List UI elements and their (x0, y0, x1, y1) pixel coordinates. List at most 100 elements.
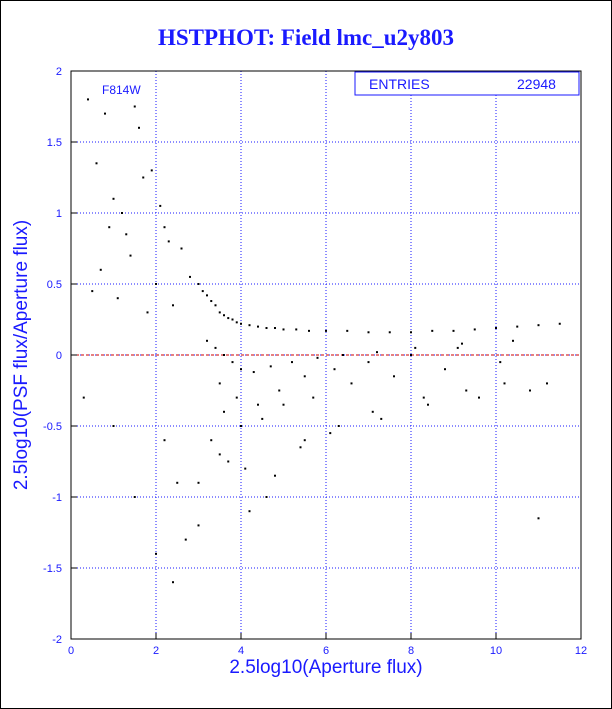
data-point (431, 329, 434, 332)
data-point (291, 361, 293, 364)
data-point (87, 98, 89, 101)
data-point (512, 339, 514, 342)
y-tick-label: 2 (56, 66, 62, 78)
data-point (342, 354, 344, 356)
data-point (274, 474, 276, 477)
y-tick-label: 0.5 (47, 279, 62, 291)
data-point (261, 417, 264, 420)
data-point (299, 446, 302, 449)
data-point (218, 453, 221, 456)
data-point (82, 396, 85, 399)
data-point (172, 304, 174, 307)
data-point (388, 331, 391, 334)
data-point (282, 328, 285, 331)
data-point (444, 368, 446, 371)
data-point (214, 304, 217, 307)
data-point (252, 371, 255, 374)
data-point (325, 329, 327, 332)
data-point (240, 368, 242, 371)
data-point (163, 439, 166, 442)
data-point (499, 361, 502, 364)
data-point (380, 417, 383, 420)
y-tick-label: -0.5 (43, 421, 62, 433)
data-point (172, 581, 174, 584)
data-point (303, 375, 306, 378)
data-point (329, 432, 332, 435)
data-point (189, 275, 191, 278)
stats-entries-value: 22948 (517, 76, 556, 92)
data-point (516, 325, 519, 328)
data-point (295, 328, 298, 331)
data-point (235, 396, 238, 399)
x-tick-label: 6 (323, 645, 329, 657)
stats-box-frame (354, 71, 580, 96)
data-point (452, 329, 455, 332)
stats-entries-label: ENTRIES (369, 76, 430, 92)
data-point (235, 321, 238, 324)
data-point (265, 327, 268, 330)
data-point (282, 403, 285, 406)
data-point (197, 524, 200, 527)
data-point (176, 481, 179, 484)
data-point (104, 112, 106, 115)
chart-title: HSTPHOT: Field lmc_u2y803 (157, 25, 455, 50)
data-point (376, 351, 378, 354)
data-point (214, 346, 217, 349)
data-point (133, 496, 136, 498)
scatter-points (82, 98, 561, 584)
x-tick-label: 2 (153, 645, 159, 657)
stats-box: ENTRIES 22948 (354, 71, 580, 96)
data-point (367, 331, 370, 334)
data-point (218, 311, 221, 314)
data-point (133, 105, 136, 108)
data-point (546, 382, 548, 385)
data-point (414, 346, 417, 349)
data-point (206, 339, 208, 342)
data-point (146, 311, 149, 314)
data-point (125, 233, 128, 236)
data-point (558, 322, 561, 325)
data-point (244, 467, 247, 470)
x-tick-label: 12 (575, 645, 587, 657)
data-point (278, 389, 281, 392)
data-point (537, 517, 540, 520)
axis-ticks: 0 2 4 6 8 10 12 -2 -1.5 -1 -0.5 0 0.5 1 1.5 2 (43, 66, 587, 657)
y-tick-label: 1.5 (47, 137, 62, 149)
data-point (308, 329, 310, 332)
data-point (184, 538, 187, 541)
y-tick-label: -1.5 (43, 563, 62, 575)
x-tick-label: 0 (68, 645, 74, 657)
x-tick-label: 4 (238, 645, 244, 657)
data-point (227, 460, 230, 463)
data-point (138, 126, 140, 129)
data-point (159, 204, 162, 207)
y-tick-label: 1 (56, 208, 62, 220)
data-point (167, 240, 170, 243)
data-point (333, 368, 336, 371)
data-point (257, 403, 259, 406)
data-point (537, 324, 540, 327)
data-point (129, 254, 132, 257)
data-point (257, 325, 259, 328)
data-point (478, 396, 480, 399)
data-point (231, 318, 234, 321)
data-point (303, 439, 306, 442)
data-point (312, 396, 315, 399)
data-point (346, 329, 349, 332)
data-point (456, 346, 459, 349)
data-point (529, 389, 531, 392)
data-point (410, 354, 412, 356)
data-point (218, 382, 221, 385)
data-point (240, 425, 242, 427)
data-point (316, 356, 319, 359)
x-tick-label: 8 (408, 645, 414, 657)
data-point (269, 365, 272, 368)
filter-label: F814W (102, 83, 141, 97)
data-point (422, 396, 425, 399)
y-tick-label: 0 (56, 350, 62, 362)
data-point (197, 481, 200, 484)
data-point (121, 212, 123, 214)
data-point (367, 361, 370, 364)
data-point (393, 375, 395, 378)
data-point (465, 389, 468, 392)
